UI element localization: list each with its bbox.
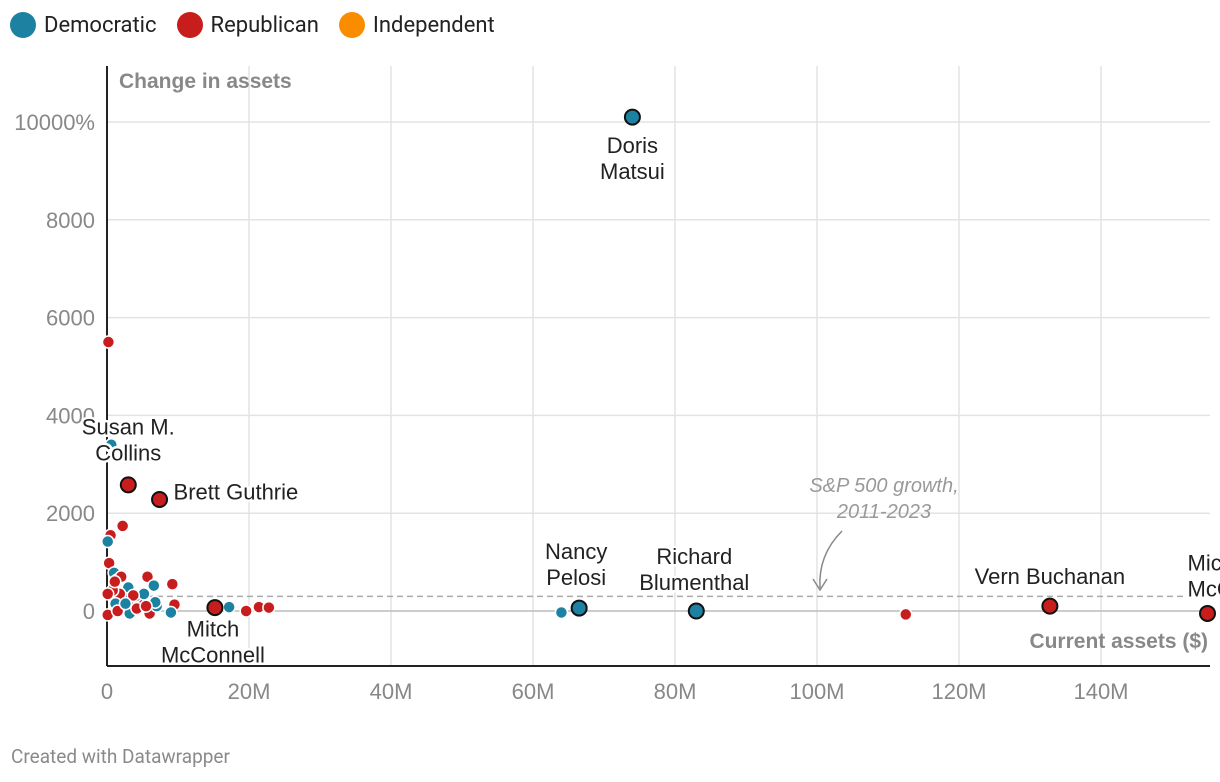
x-tick-label: 120M [931, 679, 986, 704]
point [147, 578, 161, 593]
point-labels: DorisDorisMatsuiMatsuiNancyNancyPelosiPe… [79, 131, 1220, 670]
point-michael-mccaul [1199, 604, 1216, 622]
point [165, 577, 180, 591]
point [118, 596, 133, 611]
point [101, 335, 116, 349]
label-nancy-pelosi: Pelosi [546, 565, 606, 590]
sp500-annotation-line2: 2011-2023 [836, 501, 931, 523]
point [164, 605, 178, 620]
x-tick-label: 40M [370, 679, 413, 704]
label-susan-m-collins-halo: Collins [95, 441, 161, 466]
legend-item-democratic[interactable]: Democratic [10, 12, 157, 38]
y-tick-label: 10000% [14, 110, 95, 135]
credit-footer: Created with Datawrapper [11, 745, 230, 768]
legend-swatch-republican [176, 12, 203, 38]
data-points [100, 108, 1216, 622]
point-richard-blumenthal [687, 602, 705, 620]
point [100, 534, 115, 549]
legend-item-republican[interactable]: Republican [176, 12, 319, 38]
label-doris-matsui: Matsui [600, 159, 665, 184]
point [899, 607, 913, 622]
point [239, 604, 253, 618]
x-tick-label: 0 [101, 679, 113, 704]
point-nancy-pelosi [570, 599, 588, 617]
gridlines [107, 66, 1210, 666]
label-nancy-pelosi-halo: Nancy [545, 539, 607, 564]
label-mitch-mcconnell: McConnell [161, 643, 265, 668]
label-richard-blumenthal: Richard [656, 544, 732, 569]
x-axis-title: Current assets ($) [1029, 630, 1208, 653]
legend-swatch-democratic [10, 12, 36, 38]
legend-label-democratic: Democratic [44, 12, 157, 38]
point [139, 599, 153, 613]
label-richard-blumenthal: Blumenthal [639, 570, 749, 595]
label-susan-m-collins: Collins [95, 441, 161, 466]
point [262, 600, 276, 615]
y-tick-label: 6000 [46, 306, 95, 331]
label-brett-guthrie: Brett Guthrie [174, 480, 299, 505]
label-michael-mccaul: McCaul [1188, 576, 1220, 601]
label-mitch-mcconnell: Mitch [187, 617, 240, 642]
point [554, 605, 569, 620]
legend: Democratic Republican Independent [10, 12, 495, 38]
point [108, 574, 122, 589]
x-tick-label: 140M [1073, 679, 1128, 704]
label-michael-mccaul: Michael [1188, 550, 1220, 575]
label-mitch-mcconnell-halo: Mitch [187, 617, 240, 642]
label-vern-buchanan-halo: Vern Buchanan [975, 564, 1125, 589]
label-michael-mccaul-halo: McCaul [1188, 576, 1220, 601]
label-richard-blumenthal-halo: Richard [656, 544, 732, 569]
label-susan-m-collins-halo: Susan M. [82, 415, 175, 440]
label-nancy-pelosi-halo: Pelosi [546, 565, 606, 590]
label-brett-guthrie-halo: Brett Guthrie [174, 480, 299, 505]
y-tick-label: 8000 [46, 208, 95, 233]
point-susan-m-collins [104, 437, 119, 452]
point-brett-guthrie [151, 491, 169, 509]
point [126, 588, 141, 603]
y-tick-label: 4000 [46, 403, 95, 428]
point [115, 519, 130, 533]
label-mitch-mcconnell-halo: McConnell [161, 643, 265, 668]
reference-line: S&P 500 growth, 2011-2023 [107, 475, 1210, 598]
label-richard-blumenthal-halo: Blumenthal [639, 570, 749, 595]
x-tick-label: 100M [789, 679, 844, 704]
point [100, 587, 115, 601]
sp500-arrow [819, 530, 843, 589]
point [119, 476, 137, 494]
legend-swatch-independent [338, 12, 365, 38]
label-michael-mccaul-halo: Michael [1188, 550, 1220, 575]
x-tick-label: 20M [228, 679, 271, 704]
legend-label-independent: Independent [372, 12, 495, 38]
x-tick-label: 80M [654, 679, 697, 704]
legend-label-republican: Republican [210, 12, 319, 38]
y-axis-title: Change in assets [119, 70, 292, 93]
point-vern-buchanan [1041, 597, 1059, 615]
point-mitch-mcconnell [206, 599, 224, 617]
label-nancy-pelosi: Nancy [545, 539, 607, 564]
label-doris-matsui-halo: Doris [607, 133, 658, 158]
label-vern-buchanan: Vern Buchanan [975, 564, 1125, 589]
sp500-arrowhead [812, 578, 828, 592]
x-tick-label: 60M [512, 679, 555, 704]
scatter-chart: 0 2000 4000 6000 8000 10000% 0 20M 40M 60M 80M 100M… [14, 66, 1220, 704]
label-susan-m-collins: Susan M. [82, 415, 175, 440]
y-tick-label: 0 [83, 599, 95, 624]
y-tick-label: 2000 [46, 501, 95, 526]
label-doris-matsui: Doris [607, 133, 658, 158]
point [222, 600, 236, 614]
sp500-annotation-line1: S&P 500 growth, [809, 475, 958, 497]
legend-item-independent[interactable]: Independent [338, 12, 495, 38]
label-doris-matsui-halo: Matsui [600, 159, 665, 184]
point-doris-matsui [623, 108, 641, 126]
